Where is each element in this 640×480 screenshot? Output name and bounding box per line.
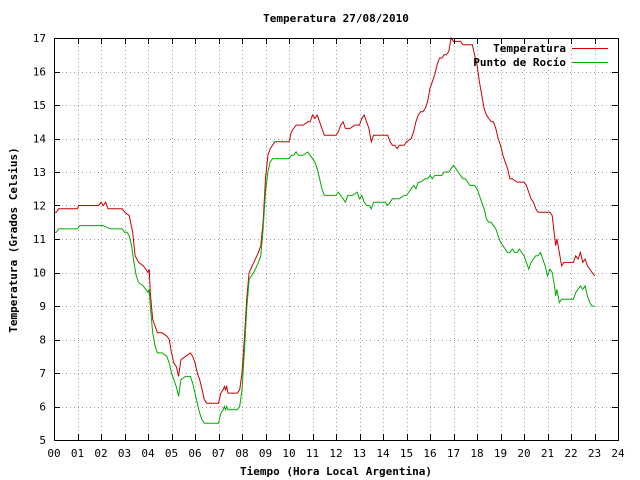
y-tick-label: 7 xyxy=(39,367,46,380)
y-tick-label: 17 xyxy=(33,32,46,45)
series-line-punto-de-rocio xyxy=(54,151,595,424)
legend: Temperatura Punto de Rocío xyxy=(473,42,608,69)
x-tick-label: 09 xyxy=(259,447,272,460)
y-tick-label: 9 xyxy=(39,300,46,313)
x-tick-label: 07 xyxy=(212,447,225,460)
x-tick-label: 04 xyxy=(141,447,155,460)
x-tick-label: 02 xyxy=(94,447,107,460)
y-tick-label: 8 xyxy=(39,334,46,347)
x-tick-label: 16 xyxy=(423,447,436,460)
y-tick-label: 6 xyxy=(39,401,46,414)
legend-label-temperatura: Temperatura xyxy=(493,42,566,55)
x-tick-label: 01 xyxy=(71,447,84,460)
y-tick-label: 10 xyxy=(33,267,46,280)
x-tick-label: 03 xyxy=(118,447,131,460)
x-tick-label: 19 xyxy=(494,447,507,460)
x-tick-label: 11 xyxy=(306,447,319,460)
y-axis-label: Temperatura (Grados Celsius) xyxy=(7,147,20,332)
x-tick-label: 15 xyxy=(400,447,413,460)
y-tick-label: 5 xyxy=(39,434,46,447)
x-tick-label: 18 xyxy=(470,447,483,460)
tick-marks xyxy=(54,38,619,441)
x-tick-label: 10 xyxy=(282,447,295,460)
x-tick-label: 20 xyxy=(517,447,530,460)
x-tick-label: 05 xyxy=(165,447,178,460)
x-tick-label: 13 xyxy=(353,447,366,460)
series-line-temperatura xyxy=(54,36,595,404)
x-tick-label: 12 xyxy=(329,447,342,460)
x-tick-label: 22 xyxy=(564,447,577,460)
y-tick-label: 14 xyxy=(33,133,47,146)
x-tick-label: 06 xyxy=(188,447,201,460)
y-tick-label: 11 xyxy=(33,233,46,246)
x-tick-label: 08 xyxy=(235,447,248,460)
x-tick-label: 23 xyxy=(588,447,601,460)
y-tick-labels: 5 6 7 8 9 10 11 12 13 14 15 16 17 xyxy=(33,32,47,447)
x-tick-label: 21 xyxy=(541,447,554,460)
y-tick-label: 12 xyxy=(33,200,46,213)
y-tick-label: 13 xyxy=(33,166,46,179)
x-tick-labels: 00 01 02 03 04 05 06 07 08 09 10 11 12 13 14 15 16 17 18 19… xyxy=(47,447,625,460)
grid-lines xyxy=(54,38,618,440)
y-tick-label: 15 xyxy=(33,99,46,112)
chart-title: Temperatura 27/08/2010 xyxy=(263,12,409,25)
x-tick-label: 00 xyxy=(47,447,60,460)
legend-label-punto-de-rocio: Punto de Rocío xyxy=(473,56,566,69)
series-layer xyxy=(54,36,595,424)
x-tick-label: 24 xyxy=(611,447,625,460)
x-tick-label: 14 xyxy=(376,447,390,460)
x-axis-label: Tiempo (Hora Local Argentina) xyxy=(240,465,432,478)
x-tick-label: 17 xyxy=(447,447,460,460)
y-tick-label: 16 xyxy=(33,66,46,79)
